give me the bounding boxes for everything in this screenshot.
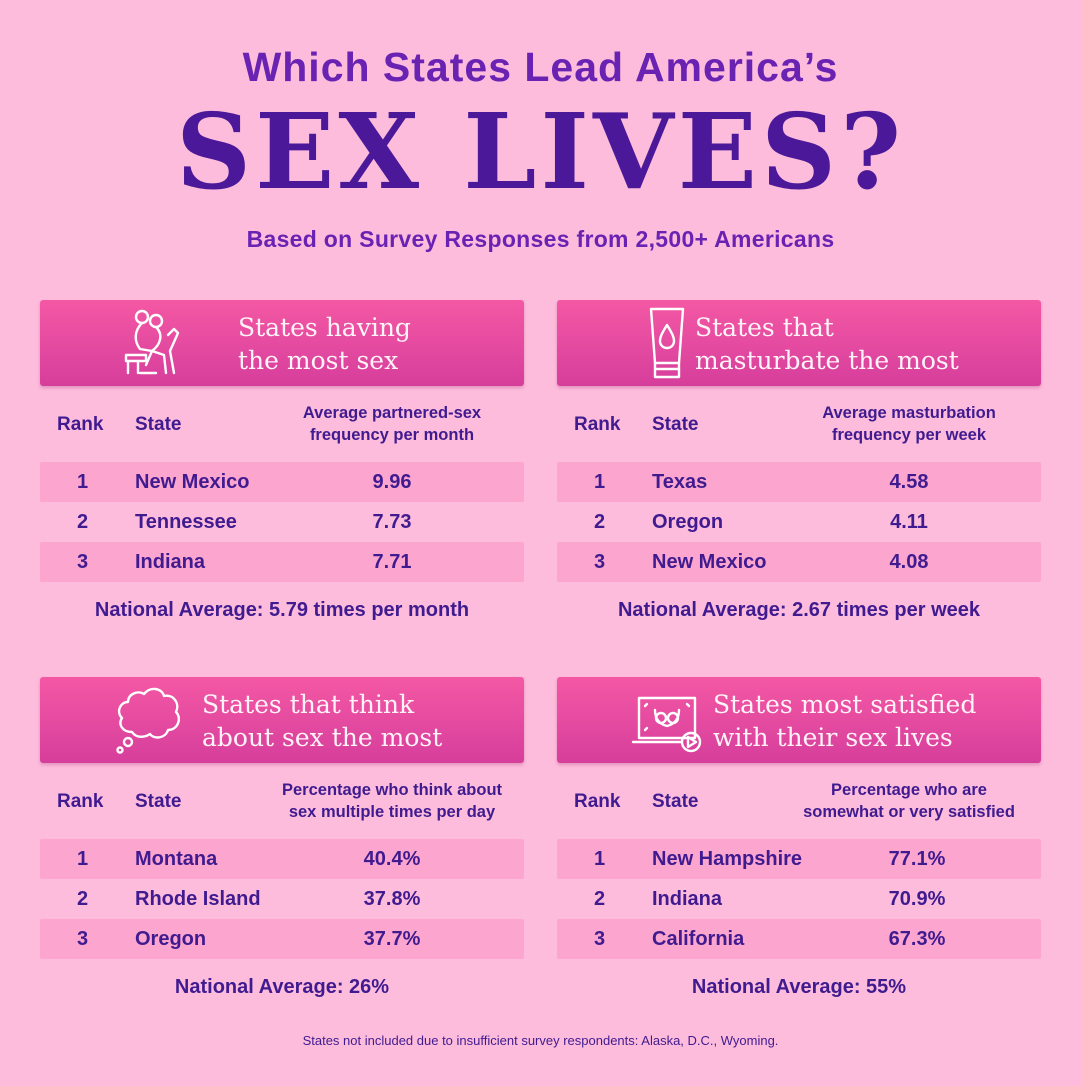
panel-banner: States that think about sex the most <box>40 677 524 763</box>
value-cell: 37.7% <box>363 928 421 950</box>
panel-title: States having the most sex <box>238 313 411 375</box>
table-row: 2 Oregon 4.11 <box>557 502 1041 542</box>
state-cell: Texas <box>652 471 708 493</box>
state-cell: Indiana <box>135 551 206 573</box>
national-average: National Average: 5.79 times per month <box>94 599 470 621</box>
state-header: State <box>135 414 182 435</box>
state-cell: New Mexico <box>135 471 250 493</box>
rank-cell: 2 <box>77 888 89 910</box>
table-header: Rank State Percentage who think about se… <box>40 763 524 839</box>
national-average: National Average: 2.67 times per week <box>617 599 980 621</box>
panel-think-about-sex: States that think about sex the most Ran… <box>40 677 524 999</box>
value-cell: 70.9% <box>888 888 946 910</box>
table-row: 2 Rhode Island 37.8% <box>40 879 524 919</box>
value-cell: 4.11 <box>890 511 928 533</box>
lube-tube-icon <box>649 307 685 379</box>
value-cell: 4.58 <box>889 471 929 493</box>
panel-masturbate: States that masturbate the most Rank Sta… <box>557 300 1041 622</box>
couple-chair-icon <box>124 309 180 375</box>
metric-header: Average partnered-sex frequency per mont… <box>302 404 482 444</box>
table-row: 3 New Mexico 4.08 <box>557 542 1041 582</box>
headline: SEX LIVES? <box>175 90 906 213</box>
panel-title: States that think about sex the most <box>202 690 443 752</box>
table-header: Rank State Average masturbation frequenc… <box>557 386 1041 462</box>
rank-cell: 1 <box>77 471 89 493</box>
state-cell: New Mexico <box>652 551 767 573</box>
state-cell: Rhode Island <box>135 888 261 910</box>
table-row: 2 Tennessee 7.73 <box>40 502 524 542</box>
table-row: 1 New Hampshire 77.1% <box>557 839 1041 879</box>
rank-header: Rank <box>57 791 104 812</box>
rank-cell: 3 <box>77 551 89 573</box>
value-cell: 4.08 <box>889 551 929 573</box>
state-cell: New Hampshire <box>652 848 803 870</box>
table-header: Rank State Average partnered-sex frequen… <box>40 386 524 462</box>
rank-cell: 3 <box>77 928 89 950</box>
table-row: 3 Indiana 7.71 <box>40 542 524 582</box>
national-average: National Average: 55% <box>691 976 907 998</box>
metric-header: Percentage who think about sex multiple … <box>281 781 503 821</box>
subtitle: Based on Survey Responses from 2,500+ Am… <box>246 226 835 252</box>
state-header: State <box>652 791 699 812</box>
state-cell: Oregon <box>652 511 724 533</box>
metric-header: Average masturbation frequency per week <box>822 404 996 444</box>
thought-bubble-icon <box>116 687 180 754</box>
rank-cell: 2 <box>594 888 606 910</box>
table-row: 1 New Mexico 9.96 <box>40 462 524 502</box>
rank-header: Rank <box>57 414 104 435</box>
panel-banner: States most satisfied with their sex liv… <box>557 677 1041 763</box>
table-row: 2 Indiana 70.9% <box>557 879 1041 919</box>
table-row: 3 Oregon 37.7% <box>40 919 524 959</box>
metric-header: Percentage who are somewhat or very sati… <box>803 781 1015 821</box>
table-row: 1 Montana 40.4% <box>40 839 524 879</box>
laptop-video-icon <box>631 696 702 753</box>
panel-title: States most satisfied with their sex liv… <box>713 690 977 752</box>
table-row: 3 California 67.3% <box>557 919 1041 959</box>
rank-cell: 1 <box>77 848 89 870</box>
national-average: National Average: 26% <box>174 976 390 998</box>
value-cell: 37.8% <box>363 888 421 910</box>
value-cell: 7.71 <box>372 551 412 573</box>
panel-banner: States having the most sex <box>40 300 524 386</box>
rank-cell: 1 <box>594 848 606 870</box>
state-cell: Montana <box>135 848 218 870</box>
rank-cell: 3 <box>594 551 606 573</box>
rank-cell: 2 <box>77 511 89 533</box>
panel-most-satisfied: States most satisfied with their sex liv… <box>557 677 1041 999</box>
state-header: State <box>652 414 699 435</box>
footnote: States not included due to insufficient … <box>302 1033 779 1048</box>
value-cell: 9.96 <box>372 471 412 493</box>
panel-banner: States that masturbate the most <box>557 300 1041 386</box>
table-row: 1 Texas 4.58 <box>557 462 1041 502</box>
rank-cell: 3 <box>594 928 606 950</box>
value-cell: 77.1% <box>888 848 946 870</box>
value-cell: 40.4% <box>363 848 421 870</box>
rank-cell: 1 <box>594 471 606 493</box>
value-cell: 67.3% <box>888 928 946 950</box>
state-cell: Oregon <box>135 928 207 950</box>
state-cell: Indiana <box>652 888 723 910</box>
title-kicker: Which States Lead America’s <box>242 44 839 90</box>
table-header: Rank State Percentage who are somewhat o… <box>557 763 1041 839</box>
rank-header: Rank <box>574 791 621 812</box>
state-cell: Tennessee <box>135 511 237 533</box>
state-cell: California <box>652 928 745 950</box>
rank-cell: 2 <box>594 511 606 533</box>
panel-most-sex: States having the most sex Rank State Av… <box>40 300 524 622</box>
value-cell: 7.73 <box>372 511 412 533</box>
rank-header: Rank <box>574 414 621 435</box>
panel-title: States that masturbate the most <box>695 313 959 375</box>
state-header: State <box>135 791 182 812</box>
